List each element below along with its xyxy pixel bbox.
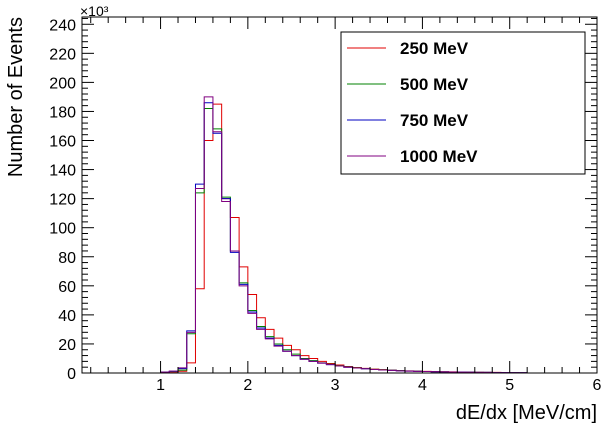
- legend: 250 MeV 500 MeV 750 MeV 1000 MeV: [340, 31, 586, 175]
- y-tick-label: 240: [49, 17, 76, 34]
- x-tick-label: 1: [156, 377, 165, 394]
- tick-labels-layer: 0 20 40 60 80 100 120 140 160 180 200 220 240 1 2 3 4 5 6: [49, 17, 601, 394]
- y-tick-label: 80: [58, 250, 76, 267]
- y-tick-label: 100: [49, 221, 76, 238]
- y-tick-label: 180: [49, 104, 76, 121]
- y-tick-label: 60: [58, 279, 76, 296]
- y-tick-label: 220: [49, 46, 76, 63]
- plot-frame: [81, 16, 598, 374]
- legend-label-750-mev: 750 MeV: [400, 111, 469, 130]
- legend-items: 250 MeV 500 MeV 750 MeV 1000 MeV: [347, 39, 478, 166]
- y-axis-scale-label: ×10³: [80, 3, 109, 19]
- y-tick-label: 160: [49, 134, 76, 151]
- y-tick-label: 140: [49, 163, 76, 180]
- y-tick-label: 120: [49, 192, 76, 209]
- x-tick-label: 6: [593, 377, 602, 394]
- y-tick-label: 0: [67, 366, 76, 383]
- x-tick-label: 3: [331, 377, 340, 394]
- legend-label-250-mev: 250 MeV: [400, 39, 469, 58]
- x-tick-label: 2: [243, 377, 252, 394]
- y-tick-label: 20: [58, 337, 76, 354]
- ticks-layer: [82, 17, 598, 374]
- x-axis-title: dE/dx [MeV/cm]: [456, 402, 597, 424]
- legend-label-500-mev: 500 MeV: [400, 75, 469, 94]
- y-tick-label: 40: [58, 308, 76, 325]
- x-tick-label: 5: [505, 377, 514, 394]
- legend-label-1000-mev: 1000 MeV: [400, 147, 478, 166]
- legend-box: [340, 31, 586, 175]
- x-tick-label: 4: [418, 377, 427, 394]
- y-tick-label: 200: [49, 75, 76, 92]
- y-axis-title: Number of Events: [5, 17, 27, 177]
